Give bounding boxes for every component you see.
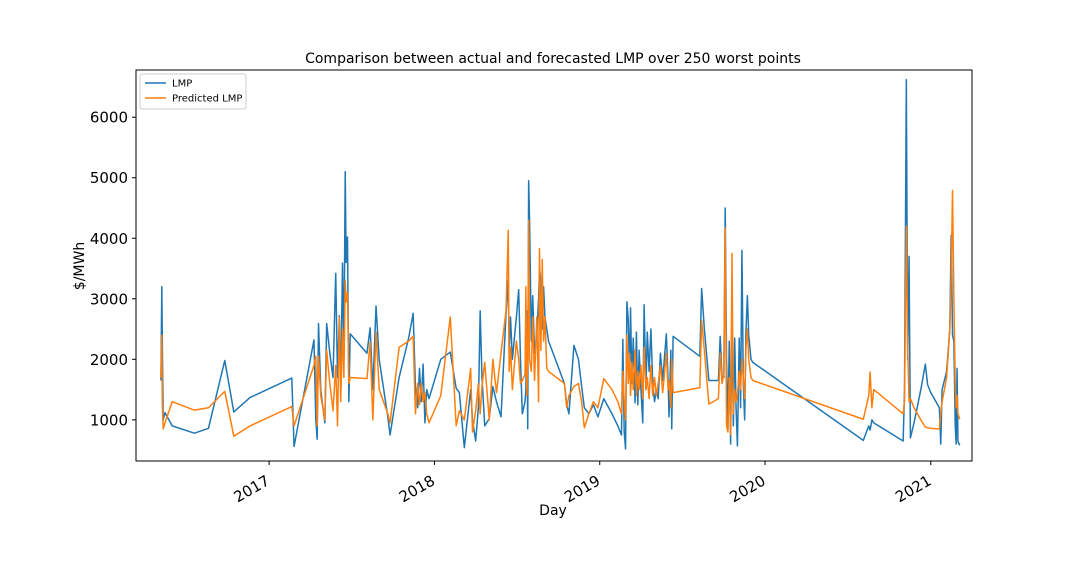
y-ticks: 1000 2000 3000 4000 5000 6000 — [90, 109, 136, 429]
legend-box — [139, 73, 247, 110]
y-tick-label: 3000 — [90, 290, 128, 308]
y-axis-label: $/MWh — [72, 242, 88, 290]
y-tick-label: 1000 — [90, 411, 128, 429]
plot-frame — [135, 69, 973, 462]
plot-lines — [160, 78, 961, 450]
x-axis-label: Day — [539, 503, 567, 519]
y-tick-label: 5000 — [90, 169, 128, 187]
legend-label-predicted-lmp: Predicted LMP — [172, 94, 242, 105]
chart-title: Comparison between actual and forecasted… — [305, 51, 801, 67]
series-line-predicted-lmp — [160, 189, 961, 437]
y-tick-label: 6000 — [90, 109, 128, 127]
y-tick-label: 2000 — [90, 351, 128, 369]
legend: LMP Predicted LMP — [139, 73, 247, 110]
y-tick-label: 4000 — [90, 230, 128, 248]
series-line-lmp — [160, 78, 961, 450]
legend-label-lmp: LMP — [172, 79, 192, 90]
